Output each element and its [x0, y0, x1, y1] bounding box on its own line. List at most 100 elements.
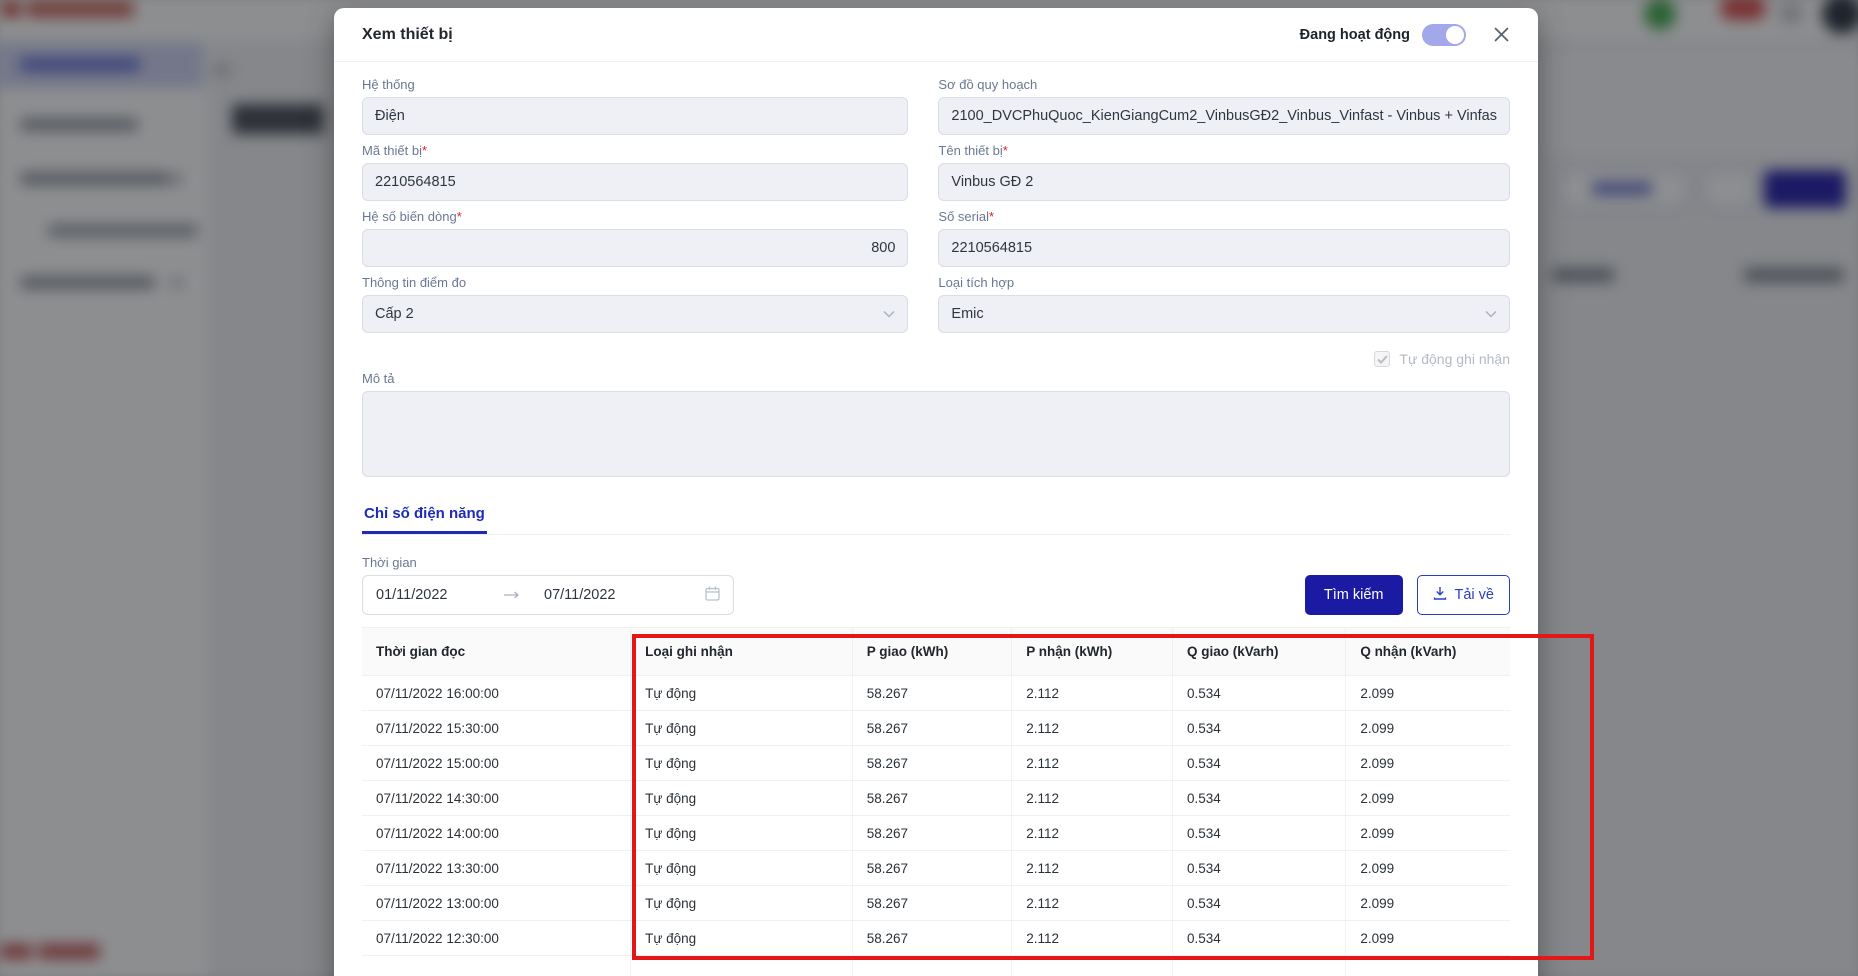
auto-record-label: Tự động ghi nhận — [1399, 351, 1510, 367]
cell-q-giao: 0.534 — [1172, 745, 1347, 781]
cell-q-giao: 0.534 — [1172, 780, 1347, 816]
cell-q-nhan: 2.099 — [1345, 745, 1510, 781]
field-label: Thông tin điểm đo — [362, 275, 467, 290]
table-row: 07/11/2022 14:30:00 Tự động 58.267 2.112… — [362, 780, 1510, 816]
view-device-modal: Xem thiết bị Đang hoạt động Hệ thống Điệ… — [334, 8, 1538, 976]
cell-q-nhan: 2.099 — [1345, 885, 1510, 921]
cell-type: Tự động — [630, 780, 853, 816]
cell-q-nhan: 2.099 — [1345, 815, 1510, 851]
cell-time: 07/11/2022 12:30:00 — [362, 920, 632, 956]
cell-p-giao: 58.267 — [852, 885, 1013, 921]
table-header-row: Thời gian đọc Loại ghi nhận P giao (kWh)… — [362, 627, 1510, 676]
cell-p-giao: 58.267 — [852, 710, 1013, 746]
cell-type: Tự động — [630, 850, 853, 886]
calendar-icon — [705, 586, 720, 605]
table-row-partial — [362, 955, 1510, 976]
field-label: Tên thiết bị — [938, 143, 1003, 158]
field-label: Hệ thống — [362, 77, 415, 92]
field-mo-ta: Mô tả — [362, 371, 1510, 477]
required-mark: * — [421, 143, 428, 158]
cell-time: 07/11/2022 13:00:00 — [362, 885, 632, 921]
download-button[interactable]: Tải về — [1416, 575, 1510, 615]
field-so-do-quy-hoach: Sơ đồ quy hoạch 2100_DVCPhuQuoc_KienGian… — [938, 77, 1510, 135]
mo-ta-textarea[interactable] — [362, 391, 1510, 477]
cell-q-giao: 0.534 — [1172, 710, 1347, 746]
close-icon[interactable] — [1492, 26, 1510, 44]
cell-type: Tự động — [630, 675, 853, 711]
field-label: Số serial — [938, 209, 989, 224]
cell-time: 07/11/2022 15:00:00 — [362, 745, 632, 781]
ma-thiet-bi-input[interactable]: 2210564815 — [362, 163, 909, 201]
date-range-picker[interactable]: 01/11/2022 07/11/2022 — [362, 575, 734, 615]
cell-type: Tự động — [630, 710, 853, 746]
auto-record-row: Tự động ghi nhận — [938, 351, 1510, 367]
cell-p-nhan: 2.112 — [1011, 815, 1173, 851]
col-header-p-nhan: P nhận (kWh) — [1011, 627, 1173, 676]
cell-p-nhan: 2.112 — [1011, 710, 1173, 746]
arrow-right-icon — [504, 587, 544, 603]
col-header-time: Thời gian đọc — [362, 627, 632, 676]
date-to-input[interactable]: 07/11/2022 — [544, 587, 616, 603]
cell-q-nhan: 2.099 — [1345, 920, 1510, 956]
active-status-toggle[interactable] — [1422, 23, 1466, 46]
cell-p-giao: 58.267 — [852, 920, 1013, 956]
col-header-type: Loại ghi nhận — [630, 627, 853, 676]
cell-q-nhan: 2.099 — [1345, 710, 1510, 746]
modal-header: Xem thiết bị Đang hoạt động — [334, 8, 1538, 62]
date-from-input[interactable]: 01/11/2022 — [376, 587, 448, 603]
table-row: 07/11/2022 13:00:00 Tự động 58.267 2.112… — [362, 885, 1510, 921]
field-label: Mã thiết bị — [362, 143, 422, 158]
check-icon — [1377, 354, 1388, 364]
toggle-knob — [1446, 25, 1464, 44]
cell-p-giao: 58.267 — [852, 675, 1013, 711]
cell-q-giao: 0.534 — [1172, 815, 1347, 851]
tab-chi-so-dien-nang[interactable]: Chỉ số điện năng — [362, 501, 487, 534]
cell-type: Tự động — [630, 815, 853, 851]
time-filter-label: Thời gian — [362, 555, 417, 570]
field-ten-thiet-bi: Tên thiết bị* Vinbus GĐ 2 — [938, 143, 1510, 201]
cell-time: 07/11/2022 14:30:00 — [362, 780, 632, 816]
cell-q-giao: 0.534 — [1172, 850, 1347, 886]
cell-p-nhan: 2.112 — [1011, 920, 1173, 956]
cell-p-giao: 58.267 — [852, 780, 1013, 816]
table-row: 07/11/2022 13:30:00 Tự động 58.267 2.112… — [362, 850, 1510, 886]
cell-time: 07/11/2022 16:00:00 — [362, 675, 632, 711]
field-thong-tin-diem-do: Thông tin điểm đo Cấp 2 — [362, 275, 909, 333]
field-label: Sơ đồ quy hoạch — [938, 77, 1038, 92]
col-header-p-giao: P giao (kWh) — [852, 627, 1013, 676]
required-mark: * — [988, 209, 995, 224]
field-label: Hệ số biến dòng — [362, 209, 457, 224]
table-row: 07/11/2022 15:30:00 Tự động 58.267 2.112… — [362, 710, 1510, 746]
cell-q-nhan: 2.099 — [1345, 780, 1510, 816]
thong-tin-diem-do-select[interactable]: Cấp 2 — [362, 295, 909, 333]
cell-time: 07/11/2022 15:30:00 — [362, 710, 632, 746]
download-icon — [1433, 586, 1447, 604]
he-so-bien-dong-input[interactable]: 800 — [362, 229, 909, 267]
cell-p-giao: 58.267 — [852, 745, 1013, 781]
modal-title: Xem thiết bị — [362, 25, 453, 43]
field-he-thong: Hệ thống Điện — [362, 77, 909, 135]
tab-bar: Chỉ số điện năng — [362, 501, 1510, 535]
cell-p-nhan: 2.112 — [1011, 675, 1173, 711]
cell-p-nhan: 2.112 — [1011, 745, 1173, 781]
field-label: Loại tích hợp — [938, 275, 1015, 290]
readings-table-body: 07/11/2022 16:00:00 Tự động 58.267 2.112… — [362, 675, 1510, 976]
cell-q-nhan: 2.099 — [1345, 850, 1510, 886]
field-ma-thiet-bi: Mã thiết bị* 2210564815 — [362, 143, 909, 201]
ten-thiet-bi-input[interactable]: Vinbus GĐ 2 — [938, 163, 1510, 201]
modal-body: Hệ thống Điện Sơ đồ quy hoạch 2100_DVCPh… — [334, 62, 1538, 976]
loai-tich-hop-select[interactable]: Emic — [938, 295, 1510, 333]
chevron-down-icon — [883, 306, 895, 322]
auto-record-checkbox[interactable] — [1374, 351, 1391, 367]
table-row: 07/11/2022 12:30:00 Tự động 58.267 2.112… — [362, 920, 1510, 956]
col-header-q-nhan: Q nhận (kVarh) — [1345, 627, 1510, 676]
so-serial-input[interactable]: 2210564815 — [938, 229, 1510, 267]
cell-p-nhan: 2.112 — [1011, 850, 1173, 886]
cell-q-giao: 0.534 — [1172, 675, 1347, 711]
he-thong-input[interactable]: Điện — [362, 97, 909, 135]
cell-time: 07/11/2022 13:30:00 — [362, 850, 632, 886]
search-button[interactable]: Tìm kiếm — [1304, 575, 1403, 615]
so-do-quy-hoach-input[interactable]: 2100_DVCPhuQuoc_KienGiangCum2_VinbusGĐ2_… — [938, 97, 1510, 135]
cell-q-giao: 0.534 — [1172, 920, 1347, 956]
cell-p-giao: 58.267 — [852, 815, 1013, 851]
